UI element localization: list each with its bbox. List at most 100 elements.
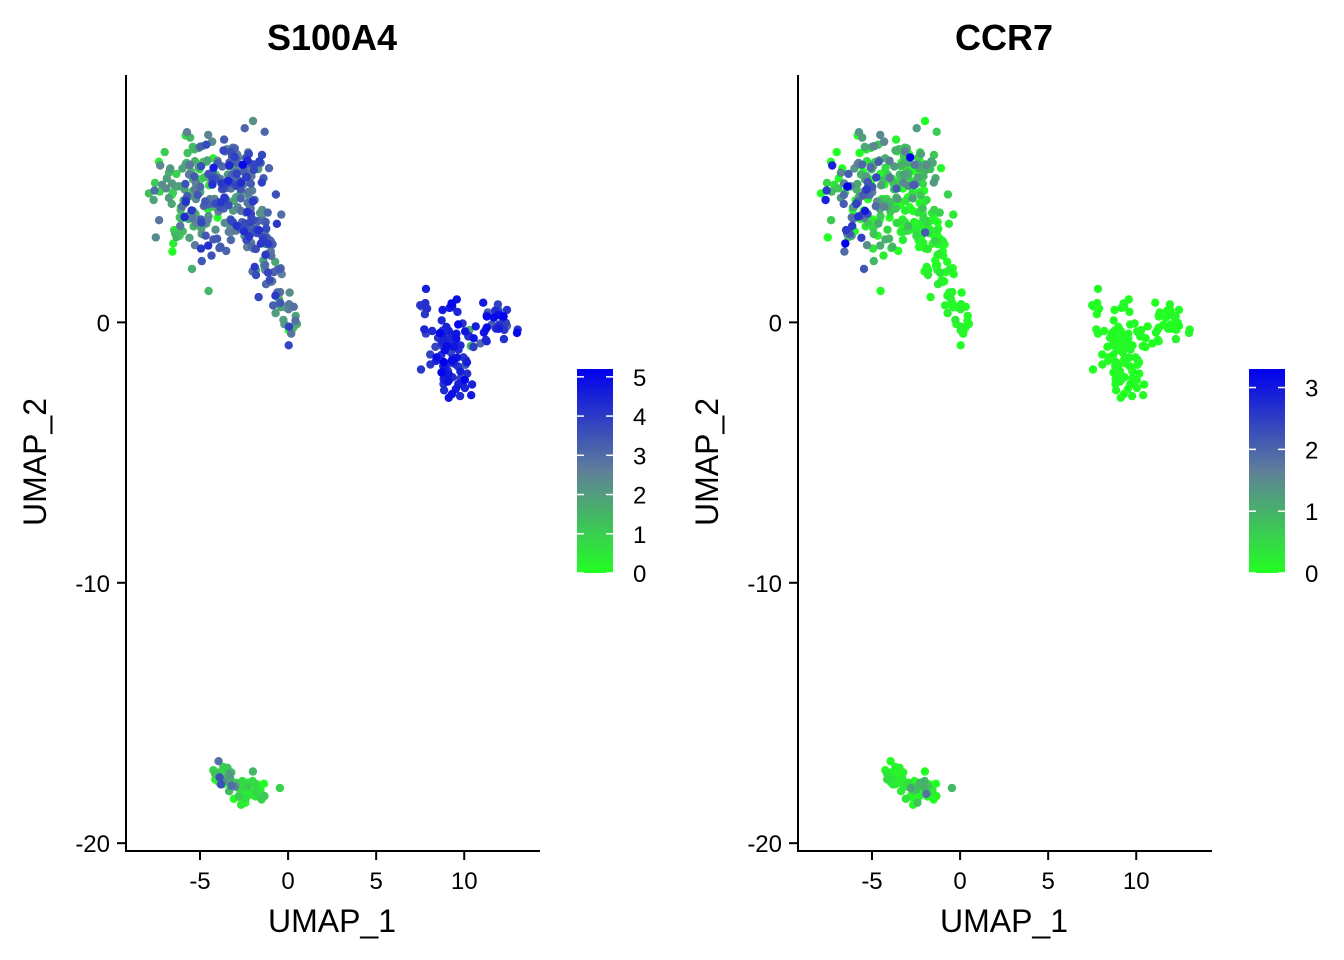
data-point <box>224 201 233 210</box>
data-point <box>150 178 160 188</box>
data-point <box>272 219 282 228</box>
data-point <box>841 239 850 248</box>
data-point <box>857 233 866 242</box>
data-point <box>1098 350 1107 359</box>
data-point <box>442 341 452 351</box>
data-point <box>901 794 910 803</box>
data-point <box>254 226 264 235</box>
data-point <box>943 257 952 266</box>
data-point <box>285 288 294 297</box>
data-point <box>1088 365 1098 374</box>
y-tick-label: -20 <box>747 831 782 858</box>
data-point <box>193 190 202 200</box>
panel-ccr7: CCR7 -5 0 5 10 0 -10 -20 UMAP_1 UMAP_2 0 1 2 3 <box>689 17 1318 939</box>
data-point <box>1110 341 1119 351</box>
data-point <box>238 160 247 169</box>
data-point <box>931 779 941 788</box>
data-point <box>843 182 852 191</box>
data-point <box>236 800 246 809</box>
data-point <box>242 782 252 791</box>
data-point <box>898 773 907 782</box>
data-point <box>243 207 252 217</box>
x-tick-label: 10 <box>451 868 478 895</box>
data-point <box>432 353 441 362</box>
data-point <box>920 228 930 237</box>
data-point <box>919 782 929 791</box>
data-point <box>502 305 512 315</box>
data-point <box>248 116 258 126</box>
data-point <box>844 169 853 179</box>
data-point <box>935 268 945 277</box>
data-point <box>956 341 965 350</box>
data-point <box>891 204 900 213</box>
data-point <box>822 186 831 195</box>
x-axis-ticks: -5 0 5 10 <box>861 851 1150 895</box>
legend-tick-label: 0 <box>1305 561 1318 588</box>
data-point <box>883 225 892 234</box>
data-point <box>883 775 892 784</box>
data-point <box>1167 322 1176 331</box>
data-point <box>963 311 972 321</box>
data-point <box>900 170 909 179</box>
data-point <box>261 250 270 260</box>
data-point <box>456 367 465 376</box>
data-point <box>938 237 948 246</box>
data-point <box>876 130 885 140</box>
data-point <box>923 244 932 254</box>
data-point <box>863 177 872 187</box>
data-point <box>181 179 190 189</box>
data-point <box>225 161 234 170</box>
data-point <box>447 299 456 308</box>
data-point <box>437 316 446 325</box>
data-point <box>822 178 832 188</box>
data-point <box>956 305 965 314</box>
data-point <box>933 226 942 235</box>
data-point <box>188 213 197 223</box>
data-point <box>242 172 251 182</box>
data-point <box>879 137 889 147</box>
data-point <box>275 783 285 793</box>
data-point <box>216 198 226 207</box>
data-point <box>246 179 255 188</box>
data-point <box>450 342 459 351</box>
data-point <box>869 256 878 266</box>
data-point <box>482 323 491 332</box>
data-point <box>940 301 950 310</box>
data-point <box>1174 305 1184 315</box>
data-point <box>248 767 258 776</box>
data-point <box>416 365 426 374</box>
data-point <box>455 391 465 401</box>
data-point <box>240 124 249 133</box>
legend-tick-label: 4 <box>633 404 646 431</box>
data-point <box>951 315 960 325</box>
data-point <box>1151 328 1161 337</box>
data-point <box>236 206 246 216</box>
data-point <box>211 225 220 234</box>
data-point <box>263 268 273 277</box>
data-point <box>263 239 273 248</box>
data-point <box>202 140 211 149</box>
data-point <box>893 194 902 204</box>
x-axis-ticks: -5 0 5 10 <box>189 851 478 895</box>
data-point <box>1130 319 1139 328</box>
data-point <box>224 227 233 237</box>
data-point <box>1135 369 1144 378</box>
data-point <box>181 197 190 206</box>
data-point <box>1118 334 1127 343</box>
data-point <box>1118 348 1128 357</box>
data-point <box>284 322 294 331</box>
data-point <box>839 199 848 209</box>
data-point <box>222 246 231 256</box>
data-point <box>872 173 881 182</box>
panel-s100a4: S100A4 -5 0 5 10 0 -10 -20 UMAP_1 UMAP_2 0 1 2 3… <box>17 17 646 939</box>
data-point <box>906 784 915 793</box>
data-point <box>215 773 224 782</box>
data-point <box>182 128 192 137</box>
data-point <box>912 124 921 133</box>
data-point <box>178 164 187 173</box>
data-point <box>826 216 836 225</box>
data-point <box>881 235 890 244</box>
data-point <box>467 380 477 389</box>
data-point <box>913 173 922 182</box>
legend-tick-label: 1 <box>633 522 646 549</box>
